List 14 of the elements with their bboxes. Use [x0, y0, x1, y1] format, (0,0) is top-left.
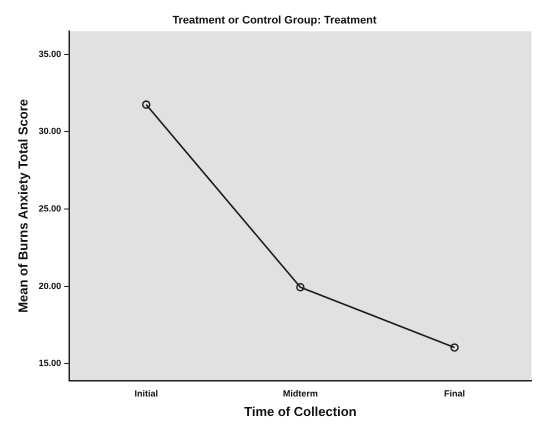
chart-title: Treatment or Control Group: Treatment [172, 14, 377, 27]
point [142, 100, 150, 109]
y-tick-label: 20.00 [38, 280, 62, 291]
point [296, 283, 305, 292]
y-axis-title: Mean of Burns Anxiety Total Score [15, 98, 30, 313]
y-tick-label: 35.00 [38, 48, 62, 59]
point [450, 343, 459, 352]
x-axis-title: Time of Collection [244, 404, 357, 419]
y-tick-label: 30.00 [38, 126, 62, 136]
y-tick-label: 15.00 [38, 358, 62, 368]
x-tick-label: Final [444, 388, 466, 398]
x-tick-label: Midterm [282, 388, 318, 398]
x-tick-label: Initial [134, 388, 158, 398]
y-tick-label: 25.00 [38, 203, 62, 214]
